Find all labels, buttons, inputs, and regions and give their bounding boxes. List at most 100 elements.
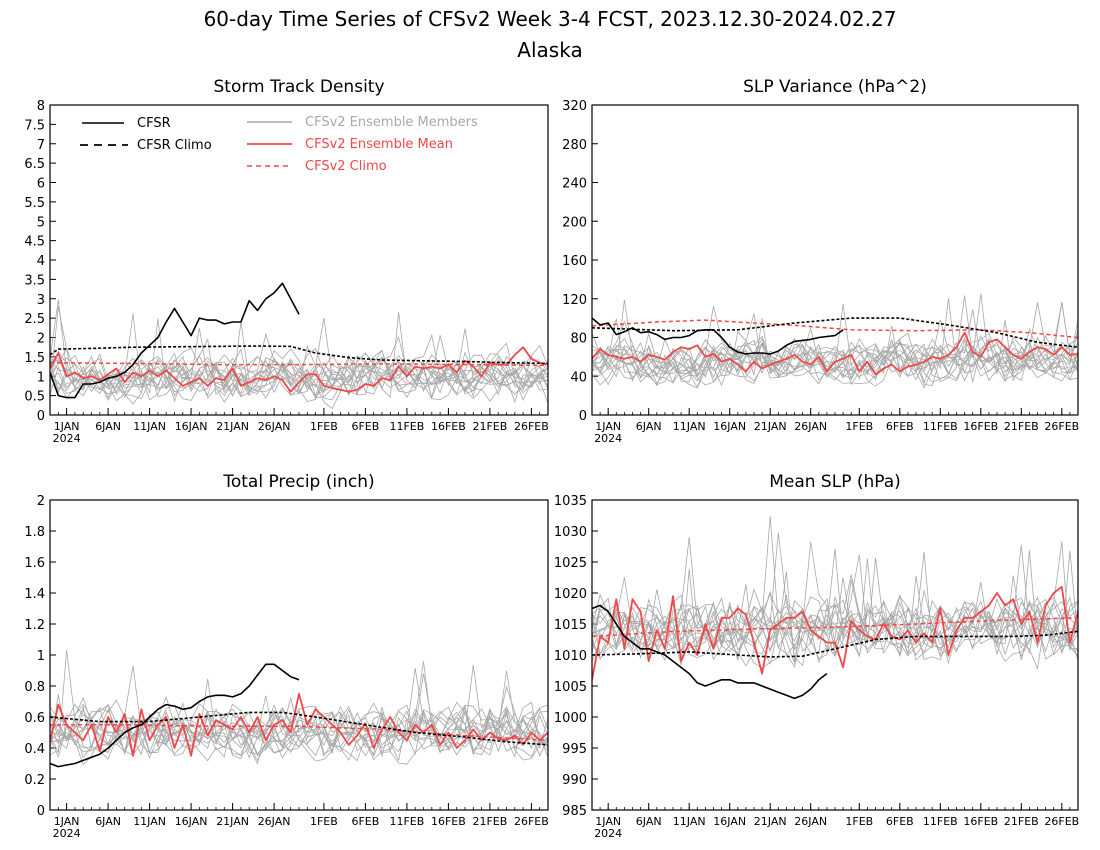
plot-area-slpvar: [592, 293, 1078, 389]
panel-meanslp: Mean SLP (hPa) 985 990 995 1000 1005 1010 1015 1…: [554, 472, 1079, 840]
y-tick-label: 1.4: [24, 587, 45, 602]
x-tick-label: 11JAN: [673, 815, 706, 828]
y-tick-label: 2: [37, 332, 45, 347]
y-tick-label: 7: [37, 138, 45, 153]
x-tick-label: 16FEB: [431, 815, 466, 828]
ensemble-member-line: [592, 302, 1078, 389]
x-tick-label: 6FEB: [886, 815, 914, 828]
y-tick-label: 4: [37, 254, 45, 269]
y-tick-label: 5: [37, 215, 45, 230]
ensemble-mean-line: [50, 692, 548, 757]
cfsv2-climo-line: [592, 319, 1078, 339]
x-tick-label: 6FEB: [886, 420, 914, 433]
ensemble-member-line: [592, 536, 1078, 662]
y-tick-label: 1020: [554, 587, 587, 602]
x-tick-label: 11JAN: [133, 420, 166, 433]
x-year-label: 2024: [594, 432, 622, 445]
x-tick-label: 6JAN: [636, 815, 662, 828]
y-tick-label: 6: [37, 177, 45, 192]
x-tick-label: 16JAN: [175, 420, 208, 433]
ensemble-member-line: [592, 541, 1078, 654]
x-tick-label: 11FEB: [389, 815, 424, 828]
plot-frame: [49, 104, 549, 416]
x-tick-label: 1FEB: [845, 420, 873, 433]
x-tick-label: 26FEB: [1044, 420, 1079, 433]
y-tick-label: 1015: [554, 618, 587, 633]
y-tick-label: 4.5: [24, 235, 45, 250]
ensemble-member-line: [50, 678, 548, 762]
ensemble-member-line: [50, 699, 548, 761]
x-tick-label: 1FEB: [845, 815, 873, 828]
legend: CFSR CFSR Climo CFSv2 Ensemble Members C…: [80, 115, 478, 174]
x-tick-label: 16FEB: [963, 420, 998, 433]
y-tick-label: 40: [570, 370, 587, 385]
y-tick-label: 1: [37, 370, 45, 385]
plot-frame: [49, 499, 549, 811]
x-tick-label: 21FEB: [1004, 420, 1039, 433]
x-tick-label: 21JAN: [754, 815, 787, 828]
legend-members-label: CFSv2 Ensemble Members: [305, 115, 478, 130]
x-tick-label: 1JAN: [595, 815, 621, 828]
ensemble-member-line: [592, 541, 1078, 671]
y-tick-label: 200: [562, 215, 587, 230]
cfsv2-climo-line: [50, 724, 548, 742]
ensemble-mean-line: [592, 331, 1078, 376]
x-tick-label: 21FEB: [1004, 815, 1039, 828]
y-tick-label: 995: [562, 742, 587, 757]
x-tick-label: 6JAN: [636, 420, 662, 433]
y-tick-label: 1: [37, 649, 45, 664]
x-tick-label: 1FEB: [310, 815, 338, 828]
y-tick-label: 3: [37, 293, 45, 308]
y-tick-label: 80: [570, 332, 587, 347]
y-tick-label: 3.5: [24, 273, 45, 288]
y-tick-label: 0.4: [24, 742, 45, 757]
x-tick-label: 1JAN: [54, 420, 80, 433]
y-tick-label: 1035: [554, 494, 587, 509]
region-title: Alaska: [517, 38, 582, 62]
x-year-label: 2024: [594, 827, 622, 840]
y-tick-label: 0: [579, 409, 587, 424]
x-tick-label: 11JAN: [673, 420, 706, 433]
x-tick-label: 21JAN: [216, 815, 249, 828]
x-tick-label: 26JAN: [258, 815, 291, 828]
panel-title-precip: Total Precip (inch): [222, 472, 374, 492]
ensemble-member-line: [50, 313, 548, 401]
y-tick-label: 2: [37, 494, 45, 509]
ensemble-member-line: [592, 593, 1078, 657]
y-tick-label: 1025: [554, 556, 587, 571]
ensemble-member-line: [50, 299, 548, 402]
x-tick-label: 16FEB: [963, 815, 998, 828]
figure-title: 60-day Time Series of CFSv2 Week 3-4 FCS…: [204, 7, 897, 31]
cfsr-climo-line: [50, 711, 548, 746]
ensemble-member-line: [592, 302, 1078, 386]
x-tick-label: 1JAN: [595, 420, 621, 433]
ensemble-member-line: [592, 320, 1078, 387]
x-tick-label: 1JAN: [54, 815, 80, 828]
panel-title-storm: Storm Track Density: [213, 77, 384, 97]
y-tick-label: 0: [37, 804, 45, 819]
y-tick-label: 0.5: [24, 390, 45, 405]
x-tick-label: 26JAN: [258, 420, 291, 433]
plot-frame: [591, 499, 1079, 811]
x-tick-label: 16JAN: [175, 815, 208, 828]
y-tick-label: 6.5: [24, 157, 45, 172]
y-tick-label: 1000: [554, 711, 587, 726]
ensemble-member-line: [592, 548, 1078, 662]
ensemble-member-line: [592, 584, 1078, 669]
ensemble-member-line: [592, 293, 1078, 387]
legend-cfsv2-climo-label: CFSv2 Climo: [305, 159, 387, 174]
x-tick-label: 6JAN: [95, 815, 121, 828]
y-tick-label: 0.2: [24, 773, 45, 788]
plot-area-meanslp: [592, 516, 1078, 700]
x-tick-label: 11FEB: [389, 420, 424, 433]
cfsr-line: [592, 317, 844, 355]
ensemble-member-line: [50, 335, 548, 402]
x-tick-label: 16FEB: [431, 420, 466, 433]
cfsr-climo-line: [592, 317, 1078, 348]
panel-slpvar: SLP Variance (hPa^2) 0 40 80 120 160 200 240 280…: [562, 77, 1079, 445]
x-tick-label: 1FEB: [310, 420, 338, 433]
legend-cfsr-climo-label: CFSR Climo: [137, 138, 212, 153]
y-tick-label: 1030: [554, 525, 587, 540]
x-tick-label: 26FEB: [1044, 815, 1079, 828]
